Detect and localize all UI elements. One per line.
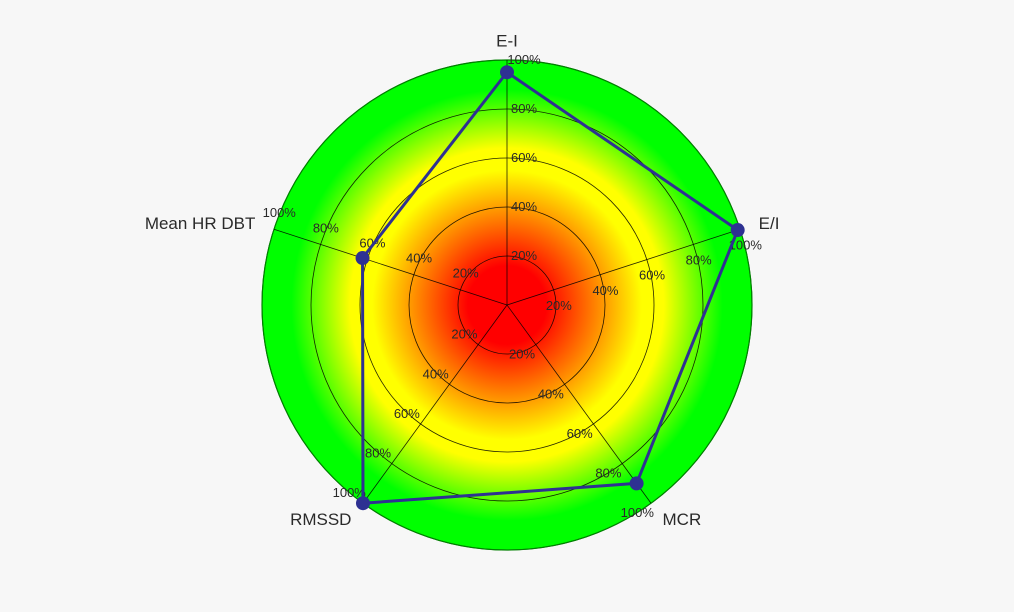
tick-label: 80% bbox=[686, 253, 712, 268]
tick-label: 80% bbox=[595, 466, 621, 481]
grid-spokes bbox=[273, 60, 741, 504]
tick-label: 100% bbox=[729, 237, 763, 252]
tick-label: 20% bbox=[509, 347, 535, 362]
tick-label: 20% bbox=[453, 266, 479, 281]
tick-label: 100% bbox=[507, 52, 541, 67]
tick-label: 60% bbox=[567, 426, 593, 441]
tick-label: 20% bbox=[451, 327, 477, 342]
tick-label: 100% bbox=[621, 505, 655, 520]
grid-spoke bbox=[506, 304, 652, 504]
tick-label: 100% bbox=[263, 205, 297, 220]
data-point[interactable] bbox=[730, 223, 745, 238]
tick-label: 80% bbox=[365, 446, 391, 461]
tick-label: 40% bbox=[592, 283, 618, 298]
tick-label: 60% bbox=[511, 150, 537, 165]
tick-label: 40% bbox=[406, 251, 432, 266]
series-layer bbox=[355, 65, 745, 511]
axis-label: E/I bbox=[759, 214, 780, 233]
tick-label: 20% bbox=[546, 298, 572, 313]
tick-label: 60% bbox=[394, 406, 420, 421]
axis-labels: E-I E/I MCR RMSSD Mean HR DBT bbox=[145, 31, 780, 529]
data-point[interactable] bbox=[355, 496, 370, 511]
data-point[interactable] bbox=[355, 251, 370, 266]
tick-label: 40% bbox=[511, 199, 537, 214]
data-point[interactable] bbox=[500, 65, 514, 80]
tick-labels: 20% 40% 60% 80% 100% 20% 40% 60% 80% 100% 20% 40% 60… bbox=[263, 52, 763, 520]
series-line bbox=[361, 70, 740, 505]
tick-label: 80% bbox=[511, 101, 537, 116]
axis-label: E-I bbox=[496, 31, 518, 50]
tick-label: 20% bbox=[511, 248, 537, 263]
tick-label: 40% bbox=[538, 386, 564, 401]
tick-label: 100% bbox=[333, 485, 367, 500]
grid-spoke bbox=[273, 228, 508, 306]
grid-spoke bbox=[362, 304, 508, 504]
grid-spoke bbox=[506, 228, 741, 306]
tick-label: 40% bbox=[423, 366, 449, 381]
axis-label: Mean HR DBT bbox=[145, 214, 256, 233]
tick-label: 80% bbox=[313, 220, 339, 235]
axis-label: MCR bbox=[663, 510, 702, 529]
axis-label: RMSSD bbox=[290, 510, 351, 529]
tick-label: 60% bbox=[639, 268, 665, 283]
data-point[interactable] bbox=[629, 476, 644, 491]
